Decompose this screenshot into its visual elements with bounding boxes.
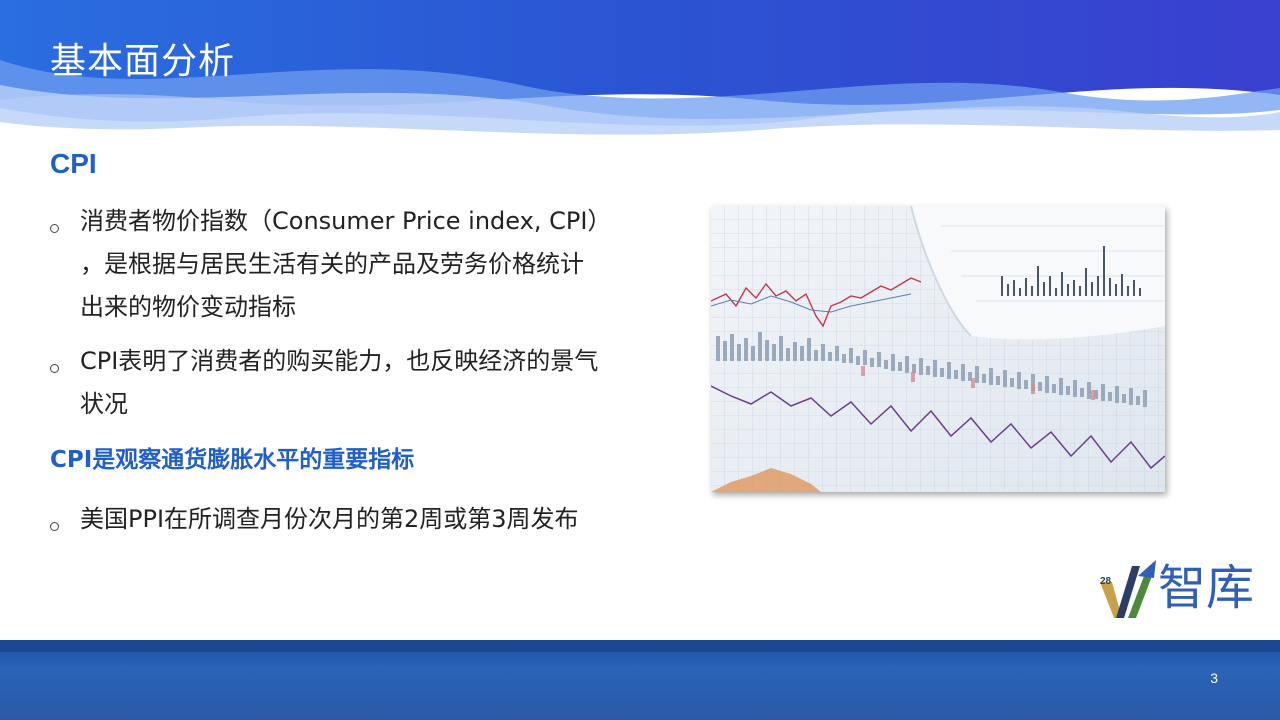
footer-stripe [0,640,1280,652]
bullet-line: ，是根据与居民生活有关的产品及劳务价格统计 [80,250,584,278]
slide-title: 基本面分析 [50,41,236,82]
footer-bar: 3 [0,640,1280,720]
bullet-line: 出来的物价变动指标 [80,293,296,321]
bullet-item: CPI表明了消费者的购买能力，也反映经济的景气 状况 [50,340,670,426]
bullet-line: 状况 [80,390,128,418]
bullet-circle-icon [50,522,59,531]
bullet-line: 美国PPI在所调查月份次月的第2周或第3周发布 [80,505,579,533]
bullet-circle-icon [50,224,59,233]
bullet-circle-icon [50,364,59,373]
key-point-heading: CPI是观察通货膨胀水平的重要指标 [50,447,415,473]
header-banner: 基本面分析 [0,0,1280,135]
logo-mark-icon [1100,560,1156,618]
brand-logo: 28 智库 [1098,556,1258,622]
wave-background [0,0,1280,135]
page-number: 3 [1210,670,1218,686]
logo-text: 智库 [1158,560,1255,616]
section-title: CPI [50,148,97,179]
logo-number: 28 [1100,576,1112,587]
financial-chart-photo [711,206,1165,492]
bullet-line: 消费者物价指数（Consumer Price index, CPI） [80,207,612,235]
bullet-item: 美国PPI在所调查月份次月的第2周或第3周发布 [50,498,670,541]
bullet-item: 消费者物价指数（Consumer Price index, CPI） ，是根据与… [50,200,670,329]
bullet-line: CPI表明了消费者的购买能力，也反映经济的景气 [80,347,599,375]
